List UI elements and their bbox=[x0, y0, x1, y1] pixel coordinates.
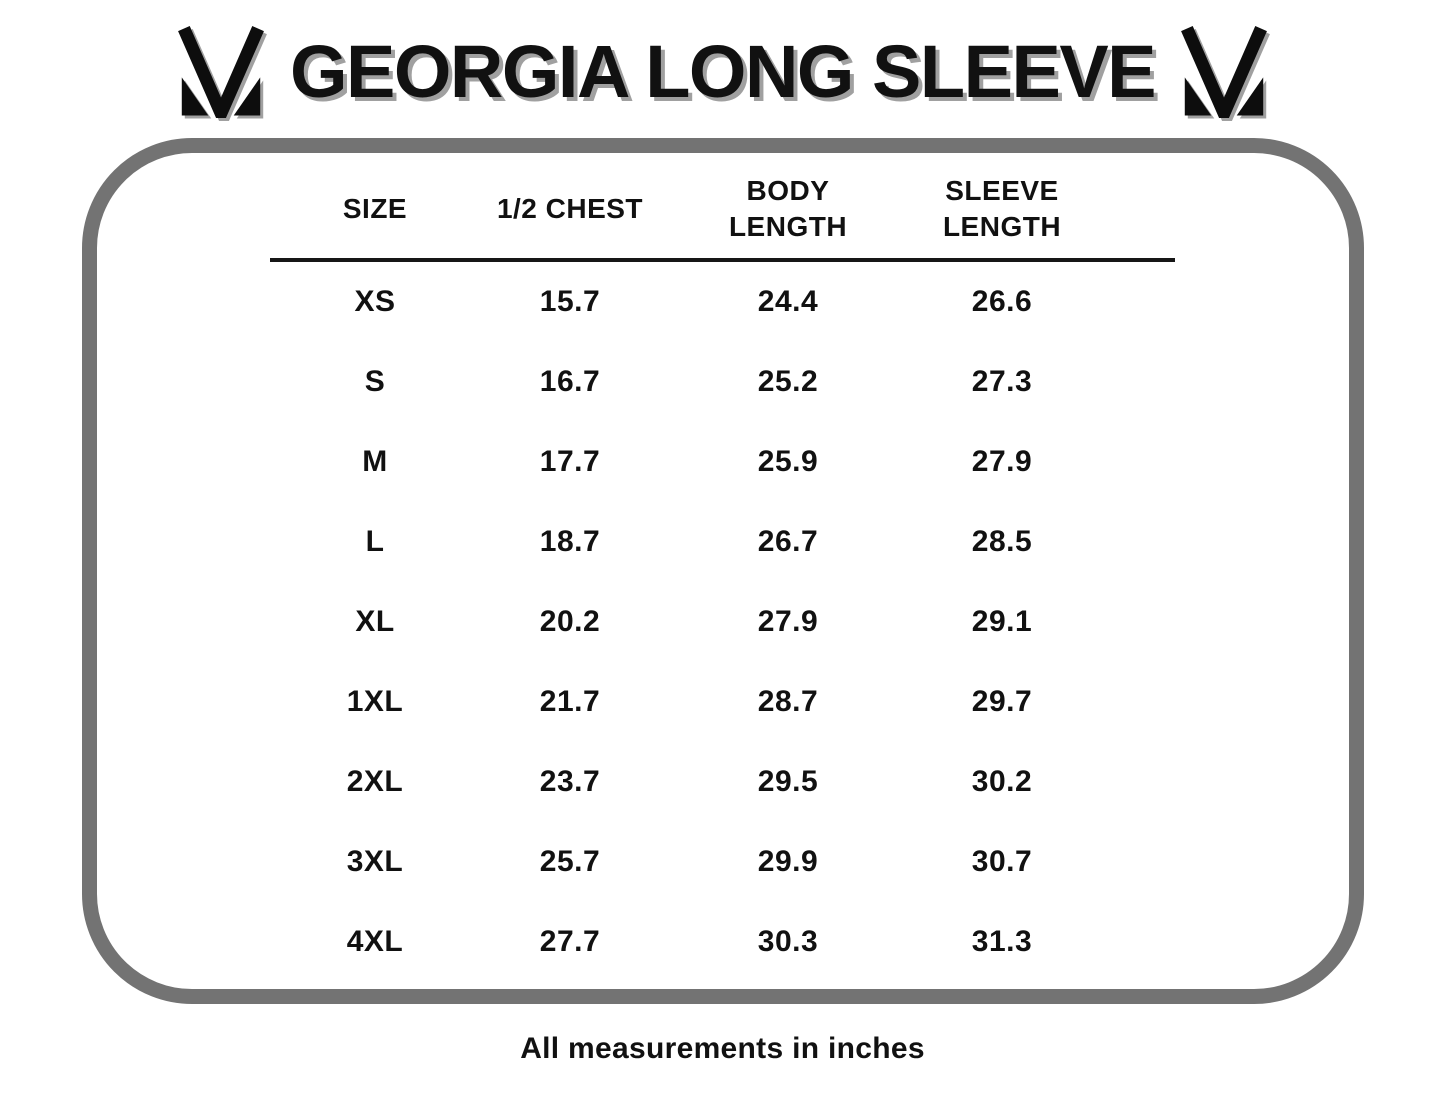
table-row: 4XL 27.7 30.3 31.3 bbox=[270, 902, 1175, 982]
header-line: BODY bbox=[746, 175, 830, 206]
cell-body-length: 26.7 bbox=[757, 524, 819, 558]
cell-half-chest: 17.7 bbox=[539, 444, 601, 478]
header-line: 1/2 CHEST bbox=[496, 193, 644, 225]
cell-size: 2XL bbox=[346, 764, 404, 798]
table-row: XS 15.7 24.4 26.6 bbox=[270, 262, 1175, 342]
size-table: SIZE 1/2 CHEST BODY LENGTH SLEEVE LENGTH X… bbox=[270, 173, 1175, 982]
cell-sleeve-length: 30.7 bbox=[971, 844, 1033, 878]
column-header-size: SIZE bbox=[270, 191, 480, 227]
table-body: XS 15.7 24.4 26.6 S 16.7 25.2 27.3 M 17.… bbox=[270, 262, 1175, 982]
cell-size: 1XL bbox=[346, 684, 404, 718]
column-header-half-chest: 1/2 CHEST bbox=[480, 191, 660, 227]
header: GEORGIA LONG SLEEVE bbox=[0, 0, 1445, 120]
cell-half-chest: 18.7 bbox=[539, 524, 601, 558]
table-header-row: SIZE 1/2 CHEST BODY LENGTH SLEEVE LENGTH bbox=[270, 173, 1175, 262]
table-row: 1XL 21.7 28.7 29.7 bbox=[270, 662, 1175, 742]
cell-sleeve-length: 26.6 bbox=[971, 284, 1033, 318]
cell-sleeve-length: 31.3 bbox=[971, 924, 1033, 958]
cell-size: XL bbox=[355, 604, 395, 638]
cell-size: 3XL bbox=[346, 844, 404, 878]
cell-body-length: 29.9 bbox=[757, 844, 819, 878]
cell-sleeve-length: 29.7 bbox=[971, 684, 1033, 718]
column-header-sleeve-length: SLEEVE LENGTH bbox=[916, 173, 1088, 246]
table-row: 2XL 23.7 29.5 30.2 bbox=[270, 742, 1175, 822]
cell-half-chest: 16.7 bbox=[539, 364, 601, 398]
cell-half-chest: 25.7 bbox=[539, 844, 601, 878]
cell-sleeve-length: 27.3 bbox=[971, 364, 1033, 398]
cell-body-length: 25.2 bbox=[757, 364, 819, 398]
table-row: M 17.7 25.9 27.9 bbox=[270, 422, 1175, 502]
cell-body-length: 28.7 bbox=[757, 684, 819, 718]
cell-body-length: 25.9 bbox=[757, 444, 819, 478]
cell-half-chest: 15.7 bbox=[539, 284, 601, 318]
cell-half-chest: 20.2 bbox=[539, 604, 601, 638]
table-row: L 18.7 26.7 28.5 bbox=[270, 502, 1175, 582]
table-row: S 16.7 25.2 27.3 bbox=[270, 342, 1175, 422]
header-line: LENGTH bbox=[942, 211, 1062, 243]
cell-body-length: 30.3 bbox=[757, 924, 819, 958]
cell-sleeve-length: 29.1 bbox=[971, 604, 1033, 638]
header-line: SIZE bbox=[342, 193, 408, 225]
cell-half-chest: 27.7 bbox=[539, 924, 601, 958]
cell-half-chest: 21.7 bbox=[539, 684, 601, 718]
cell-size: L bbox=[365, 524, 385, 558]
cell-sleeve-length: 28.5 bbox=[971, 524, 1033, 558]
cell-size: XS bbox=[354, 284, 396, 318]
table-row: XL 20.2 27.9 29.1 bbox=[270, 582, 1175, 662]
cell-sleeve-length: 27.9 bbox=[971, 444, 1033, 478]
cell-sleeve-length: 30.2 bbox=[971, 764, 1033, 798]
table-row: 3XL 25.7 29.9 30.7 bbox=[270, 822, 1175, 902]
cell-half-chest: 23.7 bbox=[539, 764, 601, 798]
brand-m-logo-icon bbox=[1171, 24, 1277, 118]
footer-note: All measurements in inches bbox=[520, 1032, 925, 1065]
header-line: LENGTH bbox=[728, 211, 848, 243]
cell-size: 4XL bbox=[346, 924, 404, 958]
column-header-body-length: BODY LENGTH bbox=[660, 173, 916, 246]
brand-m-logo-icon bbox=[168, 24, 274, 118]
size-chart-card: SIZE 1/2 CHEST BODY LENGTH SLEEVE LENGTH X… bbox=[81, 138, 1364, 1004]
cell-size: S bbox=[364, 364, 386, 398]
cell-body-length: 29.5 bbox=[757, 764, 819, 798]
cell-body-length: 27.9 bbox=[757, 604, 819, 638]
cell-size: M bbox=[362, 444, 388, 478]
header-line: SLEEVE bbox=[945, 175, 1059, 206]
page-title: GEORGIA LONG SLEEVE bbox=[289, 29, 1157, 113]
cell-body-length: 24.4 bbox=[757, 284, 819, 318]
